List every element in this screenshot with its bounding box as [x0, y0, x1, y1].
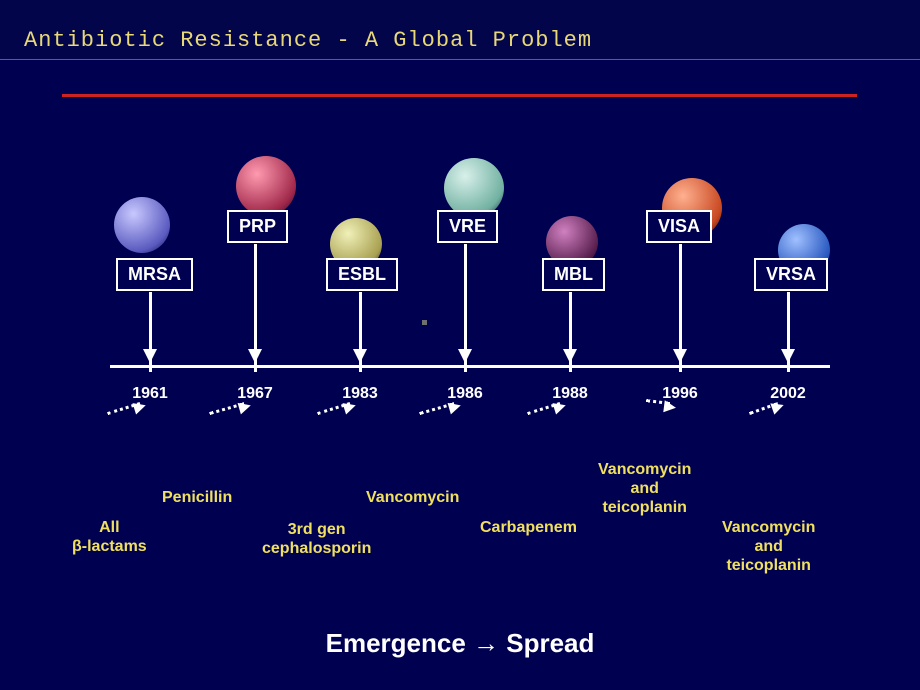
resistance-label: ESBL	[326, 258, 398, 291]
arrow-line	[359, 292, 362, 349]
year-label: 1986	[435, 385, 495, 403]
timeline-tick	[464, 358, 467, 372]
year-label: 1967	[225, 385, 285, 403]
year-label: 1983	[330, 385, 390, 403]
year-label: 1961	[120, 385, 180, 403]
resistance-label: MRSA	[116, 258, 193, 291]
antibiotic-label: Allβ-lactams	[72, 518, 147, 556]
arrow-line	[464, 244, 467, 349]
resistance-label: MBL	[542, 258, 605, 291]
orb-icon	[236, 156, 296, 216]
year-label: 1988	[540, 385, 600, 403]
orb-icon	[114, 197, 170, 253]
arrow-line	[787, 292, 790, 349]
timeline-tick	[254, 358, 257, 372]
year-label: 2002	[758, 385, 818, 403]
page-title: Antibiotic Resistance - A Global Problem	[24, 28, 592, 53]
caption: Emergence → Spread	[0, 628, 920, 659]
timeline-tick	[787, 358, 790, 372]
arrow-line	[254, 244, 257, 349]
arrow-line	[149, 292, 152, 349]
antibiotic-label: 3rd gencephalosporin	[262, 520, 371, 558]
timeline-tick	[149, 358, 152, 372]
resistance-label: VRE	[437, 210, 498, 243]
resistance-label: PRP	[227, 210, 288, 243]
timeline-tick	[679, 358, 682, 372]
antibiotic-label: Vancomycinandteicoplanin	[598, 460, 691, 518]
arrow-line	[569, 292, 572, 349]
timeline-tick	[359, 358, 362, 372]
resistance-label: VRSA	[754, 258, 828, 291]
timeline-tick	[569, 358, 572, 372]
antibiotic-label: Vancomycin	[366, 488, 459, 507]
dotted-arrow-head-icon	[663, 400, 676, 413]
resistance-label: VISA	[646, 210, 712, 243]
orb-icon	[444, 158, 504, 218]
divider	[62, 94, 857, 97]
timeline-axis	[110, 365, 830, 368]
arrow-line	[679, 244, 682, 349]
decoration-dot	[422, 320, 427, 325]
antibiotic-label: Carbapenem	[480, 518, 577, 537]
antibiotic-label: Vancomycinandteicoplanin	[722, 518, 815, 576]
antibiotic-label: Penicillin	[162, 488, 232, 507]
